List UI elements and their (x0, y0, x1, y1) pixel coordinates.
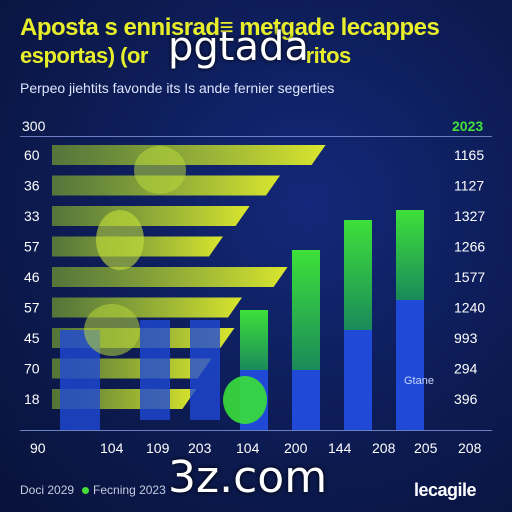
vertical-bar-green (344, 220, 372, 330)
top-divider (20, 136, 492, 137)
horizontal-bar (52, 206, 250, 226)
row-label-left: 33 (24, 208, 40, 224)
bar-label: Gtane (404, 375, 434, 387)
horizontal-bar (52, 297, 242, 318)
overlay-watermark-top: pgtada (168, 24, 309, 70)
x-tick-label: 208 (458, 440, 482, 456)
x-tick-label: 203 (188, 440, 212, 456)
vertical-bar-blue (292, 370, 320, 430)
row-label-right: 1127 (454, 178, 484, 194)
green-dot-icon (82, 487, 90, 495)
brand-logo: lecagile (414, 480, 477, 500)
background-bar (190, 320, 220, 420)
chart-subtitle: Perpeo jiehtits favonde its Is ande fern… (20, 80, 335, 96)
row-label-right: 993 (454, 330, 478, 346)
title-line-2-end: ritos (305, 43, 352, 68)
x-tick-label: 208 (372, 440, 396, 456)
x-tick-label: 205 (414, 440, 438, 456)
vertical-bar-green (240, 310, 268, 370)
row-label-left: 18 (24, 391, 40, 407)
x-tick-label: 90 (30, 440, 46, 456)
decorative-blob (223, 376, 267, 424)
right-column-header: 2023 (452, 118, 484, 134)
x-tick-label: 200 (284, 440, 308, 456)
bottom-divider (20, 430, 492, 431)
vertical-bar-green (292, 250, 320, 370)
row-label-left: 57 (24, 239, 40, 255)
row-label-right: 1266 (454, 239, 485, 255)
row-label-left: 36 (24, 178, 40, 194)
row-label-right: 1165 (454, 147, 484, 163)
row-label-left: 45 (24, 330, 40, 346)
row-label-left: 60 (24, 147, 40, 163)
row-label-left: 57 (24, 300, 40, 316)
decorative-blob (134, 146, 186, 194)
row-label-right: 294 (454, 361, 478, 377)
row-label-left: 70 (24, 361, 40, 377)
vertical-bar-blue (344, 330, 372, 430)
row-label-left: 46 (24, 269, 40, 285)
x-tick-label: 144 (328, 440, 352, 456)
title-line-1: Aposta s ennisrad≡ metgade lecappes (20, 14, 440, 41)
footer-left-text: Doci 2029 (20, 483, 75, 497)
row-label-right: 1327 (454, 208, 485, 224)
x-tick-label: 104 (100, 440, 124, 456)
background-bar (140, 320, 170, 420)
chart-title: Aposta s ennisrad≡ metgade lecappes espo… (20, 14, 500, 70)
vertical-bar-green (396, 210, 424, 300)
x-tick-label: 104 (236, 440, 260, 456)
horizontal-bar (52, 267, 288, 287)
row-label-right: 1577 (454, 269, 485, 285)
decorative-blob (96, 210, 144, 270)
overlay-watermark-bottom: 3z.com (168, 452, 328, 503)
footer-right-text: Fecning 2023 (93, 483, 166, 497)
row-label-right: 396 (454, 391, 478, 407)
top-left-value: 300 (22, 118, 46, 134)
x-tick-label: 109 (146, 440, 170, 456)
title-line-2-start: esportas) (or (20, 43, 148, 68)
horizontal-bar (52, 145, 326, 165)
row-label-right: 1240 (454, 300, 485, 316)
title-line-2: esportas) (or ritos (20, 42, 500, 70)
decorative-blob (84, 304, 140, 356)
footer-legend: Doci 2029 Fecning 2023 (20, 483, 166, 497)
vertical-bar-blue (396, 300, 424, 430)
